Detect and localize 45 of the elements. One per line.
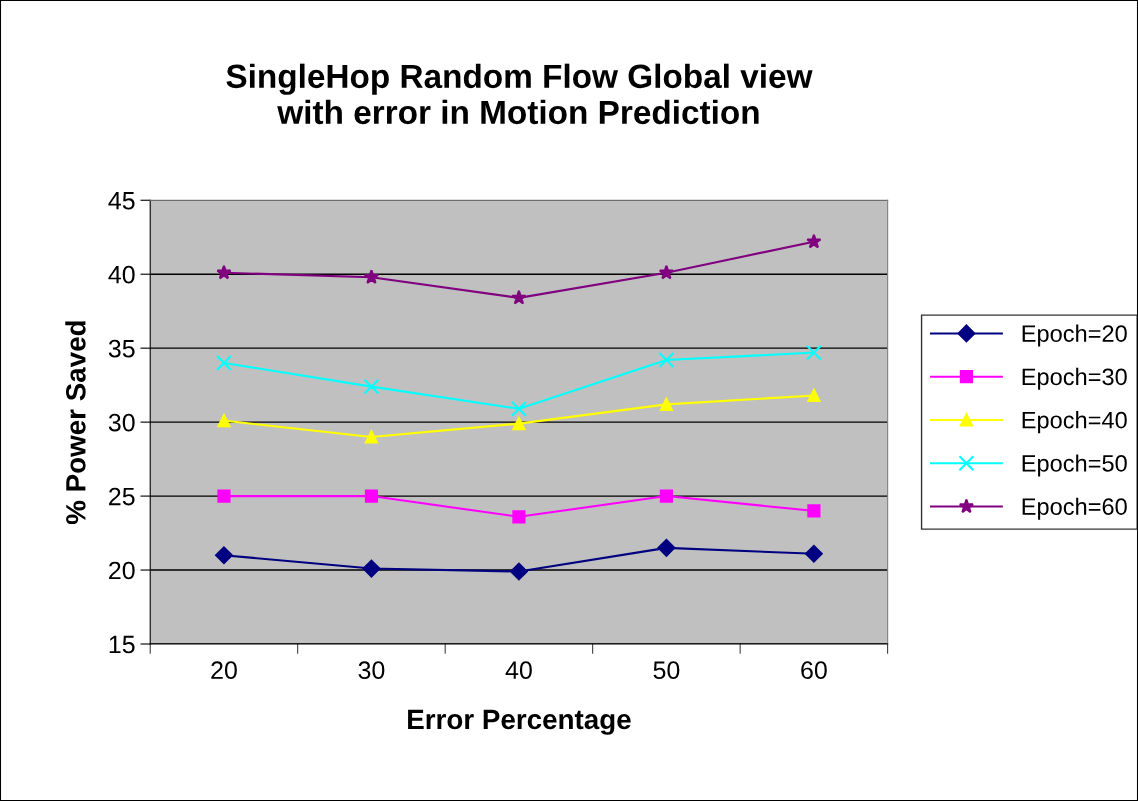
- x-axis-title: Error Percentage: [408, 709, 631, 735]
- point: [807, 388, 821, 403]
- y-tick-label: 40: [108, 265, 135, 284]
- x-tick-label: 60: [801, 661, 827, 680]
- point: [659, 397, 674, 411]
- legend-label: Epoch=60: [1022, 497, 1127, 520]
- y-tick-label: 30: [108, 413, 135, 432]
- y-axis-title: % Power Saved: [65, 321, 86, 525]
- point: [805, 544, 823, 563]
- point: [512, 510, 526, 524]
- point: [217, 414, 231, 428]
- point: [364, 489, 379, 503]
- y-tick-label: 15: [109, 635, 135, 654]
- x-tick-label: 40: [505, 661, 532, 680]
- point: [215, 546, 233, 565]
- y-tick-label: 20: [109, 561, 135, 580]
- point: [806, 233, 822, 249]
- point: [364, 430, 379, 444]
- legend-label: Epoch=50: [1022, 454, 1127, 477]
- point: [363, 269, 380, 284]
- point: [510, 562, 528, 581]
- legend-label: Epoch=30: [1022, 367, 1127, 390]
- point: [215, 354, 232, 371]
- point: [510, 400, 527, 417]
- point: [511, 289, 527, 305]
- point: [658, 352, 675, 368]
- point: [512, 417, 526, 431]
- point: [807, 504, 821, 518]
- point: [659, 489, 674, 503]
- point: [363, 378, 380, 395]
- point: [657, 538, 676, 557]
- x-tick-label: 50: [653, 661, 680, 680]
- legend-label: Epoch=40: [1022, 411, 1127, 434]
- point: [216, 264, 232, 280]
- x-tick-label: 30: [358, 661, 385, 680]
- y-tick-label: 35: [108, 339, 135, 358]
- point: [658, 264, 675, 280]
- point: [805, 344, 822, 361]
- point: [217, 489, 231, 503]
- y-tick-label: 45: [108, 192, 135, 210]
- chart-title: SingleHop Random Flow Global view with error in Motion Prediction: [226, 63, 813, 125]
- point: [362, 559, 381, 578]
- y-tick-label: 25: [109, 487, 135, 506]
- legend-label: Epoch=20: [1022, 324, 1127, 347]
- x-tick-label: 20: [211, 661, 237, 680]
